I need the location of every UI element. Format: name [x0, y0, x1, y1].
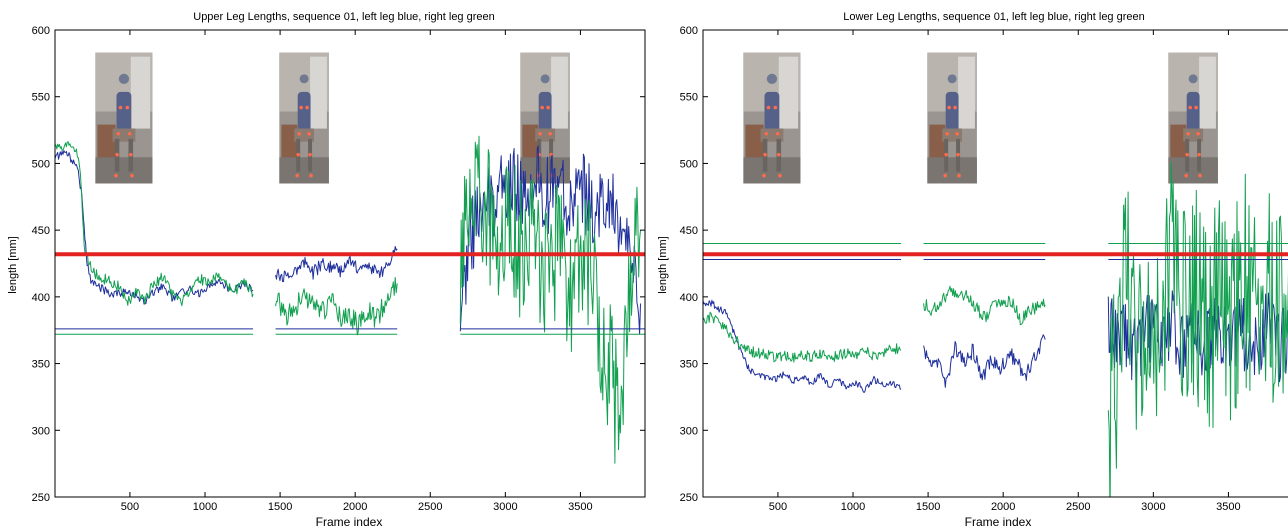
- y-tick-label: 350: [32, 359, 50, 371]
- y-axis-label: length [mm]: [657, 236, 669, 293]
- photo-subject-seated-three-quarter: [927, 52, 977, 184]
- x-tick-label: 1500: [916, 501, 940, 513]
- plot-border: [702, 29, 1288, 498]
- x-tick-label: 2500: [418, 501, 442, 513]
- x-tick-label: 3000: [1141, 501, 1165, 513]
- y-tick-label: 400: [680, 292, 698, 304]
- x-tick-label: 1500: [268, 501, 292, 513]
- y-tick-label: 550: [680, 92, 698, 104]
- photo-subject-seated-front: [95, 52, 153, 184]
- series-1-segment-0: [703, 311, 902, 363]
- series-1-segment-1: [275, 277, 398, 336]
- photo-subject-seated-side: [520, 52, 570, 184]
- photo-subject-seated-front: [743, 52, 801, 184]
- y-tick-label: 500: [680, 158, 698, 170]
- y-tick-label: 600: [680, 25, 698, 37]
- upper-leg-chart: Upper Leg Lengths, sequence 01, left leg…: [7, 11, 646, 529]
- y-tick-label: 250: [680, 492, 698, 504]
- y-axis-label: length [mm]: [7, 236, 19, 293]
- y-tick-label: 300: [680, 425, 698, 437]
- lower-leg-chart: Lower Leg Lengths, sequence 01, left leg…: [657, 11, 1288, 529]
- photo-subject-seated-side: [1168, 52, 1218, 184]
- series-0-segment-0: [55, 150, 254, 305]
- y-tick-label: 250: [32, 492, 50, 504]
- chart-title: Lower Leg Lengths, sequence 01, left leg…: [843, 11, 1145, 23]
- x-axis-label: Frame index: [965, 515, 1032, 529]
- x-tick-label: 1000: [193, 501, 217, 513]
- y-tick-label: 500: [32, 158, 50, 170]
- plot-content: [55, 52, 645, 464]
- series-0-segment-0: [703, 299, 902, 393]
- y-tick-label: 450: [680, 225, 698, 237]
- chart-title: Upper Leg Lengths, sequence 01, left leg…: [193, 11, 495, 23]
- y-tick-label: 600: [32, 25, 50, 37]
- series-0-segment-1: [923, 334, 1046, 388]
- y-tick-label: 550: [32, 92, 50, 104]
- y-tick-label: 450: [32, 225, 50, 237]
- y-tick-label: 350: [680, 359, 698, 371]
- photo-subject-seated-three-quarter: [279, 52, 329, 184]
- x-tick-label: 2500: [1066, 501, 1090, 513]
- series-0-segment-1: [275, 246, 398, 283]
- x-tick-label: 500: [121, 501, 139, 513]
- x-tick-label: 1000: [841, 501, 865, 513]
- series-1-segment-1: [923, 285, 1046, 326]
- x-tick-label: 2000: [343, 501, 367, 513]
- x-tick-label: 3500: [568, 501, 592, 513]
- plot-border: [54, 29, 646, 498]
- x-tick-label: 2000: [991, 501, 1015, 513]
- plot-content: [703, 52, 1288, 497]
- y-tick-label: 300: [32, 425, 50, 437]
- x-tick-label: 3000: [493, 501, 517, 513]
- series-0-segment-2: [1107, 290, 1288, 386]
- x-tick-label: 3500: [1216, 501, 1240, 513]
- series-1-segment-2: [1107, 162, 1288, 497]
- series-1-segment-2: [459, 135, 641, 464]
- x-tick-label: 500: [769, 501, 787, 513]
- x-axis-label: Frame index: [316, 515, 383, 529]
- y-tick-label: 400: [32, 292, 50, 304]
